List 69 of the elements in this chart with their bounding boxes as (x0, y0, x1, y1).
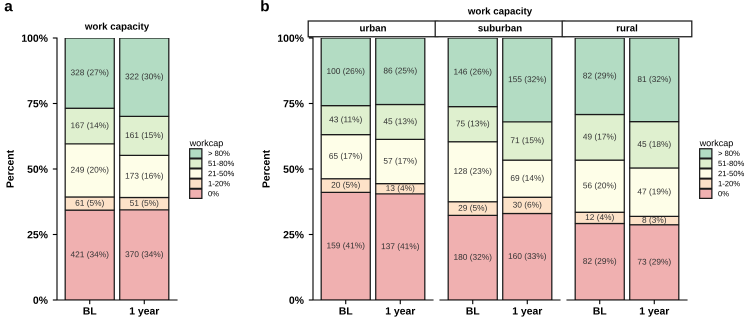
data-label: 65 (17%) (329, 152, 362, 161)
y-tick-label: 25% (283, 231, 304, 238)
data-label: 160 (33%) (508, 252, 546, 261)
chart-subtitle: suburban (478, 24, 522, 32)
chart-subtitle: rural (616, 24, 638, 32)
data-label: 173 (16%) (126, 172, 163, 180)
data-label: 75 (13%) (456, 120, 490, 128)
data-label: 13 (4%) (386, 184, 414, 193)
x-tick-label: BL (339, 307, 352, 314)
data-label: 30 (6%) (513, 202, 542, 210)
chart-title: work capacity (468, 7, 532, 16)
data-label: 328 (27%) (70, 69, 108, 77)
data-label: 73 (29%) (638, 258, 671, 266)
x-tick-label: 1 year (386, 307, 416, 317)
legend-title: workcap (190, 140, 223, 148)
data-label: 249 (20%) (70, 166, 108, 174)
data-label: 20 (5%) (332, 182, 360, 190)
data-label: 49 (17%) (583, 133, 616, 142)
data-label: 86 (25%) (384, 67, 417, 76)
x-tick-label: 1 year (640, 307, 670, 317)
data-label: 45 (13%) (384, 118, 417, 126)
text: b (261, 0, 269, 12)
data-label: 370 (34%) (125, 251, 163, 259)
data-label: 146 (26%) (454, 68, 492, 76)
data-label: 81 (32%) (638, 76, 671, 84)
data-label: 159 (41%) (327, 242, 364, 250)
x-tick-label: 1 year (512, 307, 542, 317)
data-label: 167 (14%) (71, 122, 108, 130)
chart-title: work capacity (84, 22, 150, 32)
data-label: 45 (18%) (638, 140, 671, 149)
data-label: 43 (11%) (329, 116, 362, 124)
data-label: 56 (20%) (583, 182, 616, 190)
text: a (4, 2, 13, 12)
legend-title: workcap (700, 140, 733, 148)
x-tick-label: BL (593, 307, 606, 314)
y-tick-label: 75% (284, 100, 304, 108)
y-tick-label: 0% (33, 296, 48, 304)
data-label: 47 (19%) (638, 188, 671, 196)
y-tick-label: 50% (27, 166, 48, 173)
data-label: 100 (26%) (327, 68, 364, 76)
data-label: 137 (41%) (382, 243, 419, 251)
data-label: 161 (15%) (126, 132, 163, 140)
data-label: 29 (5%) (458, 204, 487, 212)
data-label: 69 (14%) (510, 174, 544, 183)
data-label: 82 (29%) (583, 72, 616, 80)
data-label: 71 (15%) (510, 137, 544, 145)
data-label: 322 (30%) (125, 73, 163, 82)
data-label: 82 (29%) (583, 258, 616, 266)
y-tick-label: 50% (283, 166, 304, 173)
data-label: 155 (32%) (508, 76, 546, 84)
y-tick-label: 75% (28, 100, 48, 108)
data-label: 57 (17%) (384, 158, 417, 166)
y-tick-label: 100% (22, 34, 48, 42)
data-label: 128 (23%) (454, 168, 492, 176)
chart-subtitle: urban (360, 24, 386, 32)
y-axis-title: Percent (6, 150, 14, 188)
y-tick-label: 25% (27, 231, 48, 238)
x-tick-label: BL (83, 307, 96, 314)
y-axis-title: Percent (262, 150, 270, 188)
x-tick-label: 1 year (130, 307, 160, 317)
data-label: 421 (34%) (70, 251, 108, 259)
y-tick-label: 100% (278, 34, 304, 42)
data-label: 61 (5%) (76, 200, 104, 208)
x-tick-label: BL (466, 307, 480, 314)
y-tick-label: 0% (289, 296, 304, 304)
data-label: 12 (4%) (586, 214, 614, 222)
data-label: 8 (3%) (642, 216, 666, 224)
data-label: 180 (32%) (454, 254, 492, 262)
data-label: 51 (5%) (130, 200, 158, 208)
